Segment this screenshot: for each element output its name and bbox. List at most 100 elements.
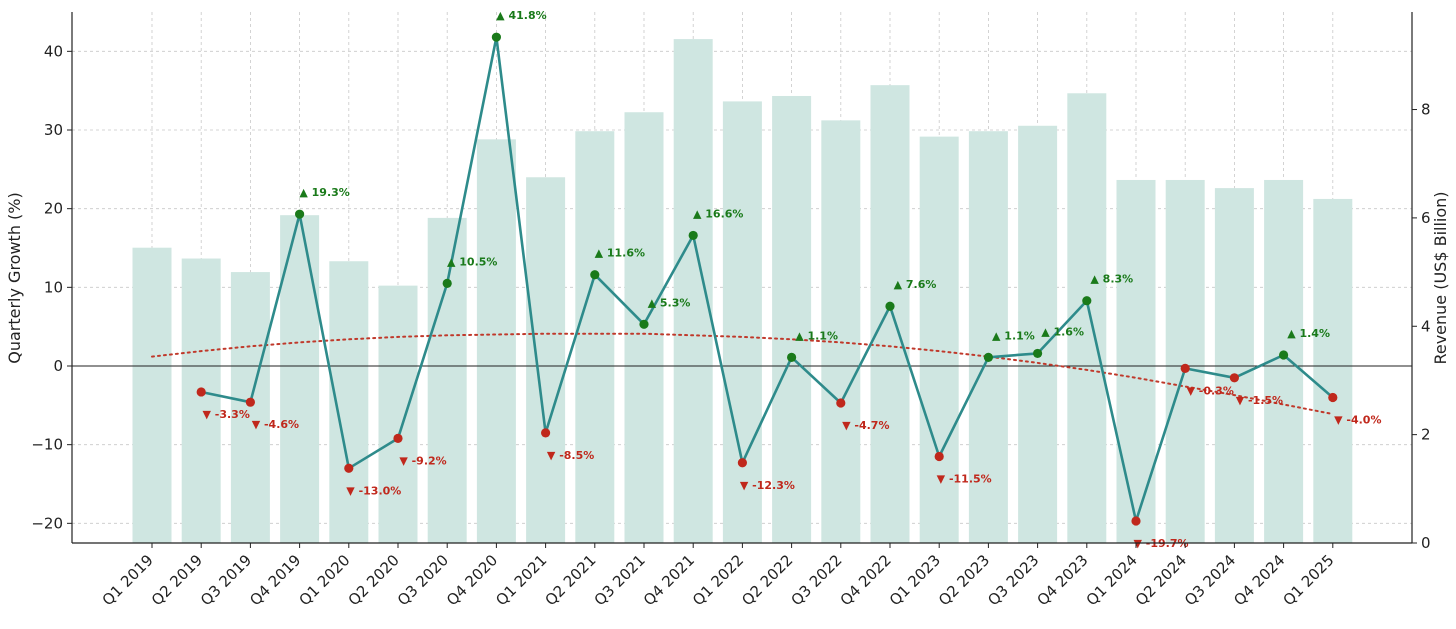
x-tick-label: Q2 2020	[345, 551, 403, 609]
x-tick-label: Q4 2022	[837, 551, 895, 609]
growth-data-label: ▲ 5.3%	[648, 296, 691, 309]
growth-point	[295, 209, 305, 219]
y-left-tick-label: −10	[31, 436, 63, 454]
growth-point	[1082, 296, 1092, 306]
revenue-bar	[378, 285, 418, 543]
revenue-bar	[821, 120, 861, 544]
growth-points	[196, 32, 1338, 526]
x-tick-label: Q2 2019	[148, 551, 206, 609]
revenue-bar	[870, 85, 910, 544]
y-right-tick-label: 4	[1421, 317, 1431, 335]
growth-data-label: ▲ 8.3%	[1090, 273, 1133, 286]
x-tick-label: Q2 2023	[935, 551, 993, 609]
growth-data-labels: ▼ -3.3%▼ -4.6% ▲ 19.3% ▼ -13.0% ▼ -9.2% ▲ 10…	[203, 9, 1382, 550]
growth-point	[1033, 348, 1043, 359]
x-tick-label: Q3 2022	[787, 551, 845, 609]
revenue-bar	[181, 258, 221, 543]
revenue-bar	[526, 177, 566, 544]
growth-point	[639, 319, 649, 329]
y-left-tick-label: 40	[44, 42, 63, 60]
y-left-tick-label: 20	[44, 200, 63, 218]
growth-point	[491, 32, 501, 42]
growth-data-label: ▲ 1.1%	[795, 329, 838, 342]
y-right-tick-labels: 0 2 4 6 8	[1421, 101, 1431, 552]
growth-data-label: ▼ -9.2%	[399, 454, 446, 467]
y-right-tick-label: 6	[1421, 209, 1431, 227]
revenue-bar	[673, 39, 713, 544]
growth-point	[196, 387, 206, 397]
growth-data-label: ▲ 11.6%	[595, 247, 645, 260]
revenue-bar	[722, 101, 762, 543]
x-tick-label: Q3 2024	[1181, 551, 1239, 609]
growth-data-label: ▼ -3.3%	[203, 408, 250, 421]
growth-data-label: ▲ 41.8%	[496, 9, 546, 22]
revenue-bar	[772, 95, 812, 544]
revenue-bar	[968, 131, 1008, 543]
growth-point	[245, 397, 255, 407]
growth-data-label: ▲ 10.5%	[447, 255, 497, 268]
growth-data-label: ▲ 7.6%	[894, 278, 937, 291]
revenue-bar	[1116, 179, 1156, 543]
revenue-bar	[230, 272, 270, 543]
growth-point	[885, 301, 895, 311]
growth-point	[1279, 350, 1289, 360]
y-left-tick-label: 10	[44, 278, 63, 296]
growth-point	[836, 398, 846, 408]
trend-line	[151, 332, 1334, 415]
trend-layer	[151, 332, 1334, 415]
x-tick-label: Q1 2021	[492, 551, 550, 609]
growth-data-label: ▲ 1.1%	[992, 329, 1035, 342]
growth-point	[983, 352, 994, 362]
x-tick-label: Q1 2020	[295, 551, 353, 609]
revenue-bar	[1165, 179, 1205, 543]
revenue-bar	[1018, 125, 1058, 544]
growth-point	[344, 463, 354, 473]
growth-point	[541, 428, 551, 438]
revenue-bar	[1313, 198, 1353, 544]
y-right-axis-title: Revenue (US$ Billion)	[1431, 191, 1450, 364]
x-tick-label: Q4 2024	[1230, 551, 1288, 609]
revenue-bar	[919, 136, 959, 544]
growth-point	[393, 433, 403, 443]
y-left-tick-label: 30	[44, 121, 63, 139]
x-tick-label: Q3 2020	[394, 551, 452, 609]
growth-line-layer	[200, 35, 1334, 523]
revenue-bar	[132, 247, 172, 543]
growth-data-label: ▼ -0.3%	[1187, 384, 1234, 397]
growth-point	[737, 458, 748, 468]
revenue-bars	[132, 39, 1353, 544]
growth-data-label: ▲ 19.3%	[299, 186, 349, 199]
growth-data-label: ▼ -11.5%	[937, 472, 992, 485]
x-tick-label: Q3 2023	[984, 551, 1042, 609]
x-tick-label: Q1 2025	[1279, 551, 1337, 609]
growth-data-label: ▼ -8.5%	[547, 449, 594, 462]
growth-data-label: ▼ -4.6%	[252, 418, 299, 431]
growth-point	[1328, 392, 1338, 403]
y-left-tick-labels: −20 −10 0 10 20 30 40	[31, 42, 63, 532]
growth-point	[787, 352, 797, 362]
x-tick-label: Q3 2021	[591, 551, 649, 609]
revenue-bar	[427, 217, 467, 544]
growth-point	[590, 270, 600, 280]
revenue-bar	[575, 131, 615, 543]
x-tick-label: Q2 2021	[541, 551, 599, 609]
x-tick-label: Q1 2022	[689, 551, 747, 609]
revenue-bar	[280, 215, 320, 543]
growth-data-label: ▲ 1.6%	[1041, 325, 1084, 338]
y-right-tick-label: 8	[1421, 101, 1431, 119]
growth-point	[442, 278, 452, 288]
growth-data-label: ▼ -13.0%	[346, 484, 401, 497]
x-tick-label: Q1 2024	[1083, 551, 1141, 609]
growth-data-label: ▼ -12.3%	[740, 479, 795, 492]
y-left-axis-title: Quarterly Growth (%)	[5, 192, 24, 364]
growth-data-label: ▲ 16.6%	[693, 207, 743, 220]
x-tick-label: Q2 2024	[1132, 551, 1190, 609]
growth-data-label: ▼ -1.5%	[1236, 394, 1283, 407]
y-left-tick-label: −20	[31, 514, 63, 532]
y-left-tick-label: 0	[53, 357, 63, 375]
y-right-tick-label: 2	[1421, 426, 1431, 444]
x-tick-label: Q2 2022	[738, 551, 796, 609]
